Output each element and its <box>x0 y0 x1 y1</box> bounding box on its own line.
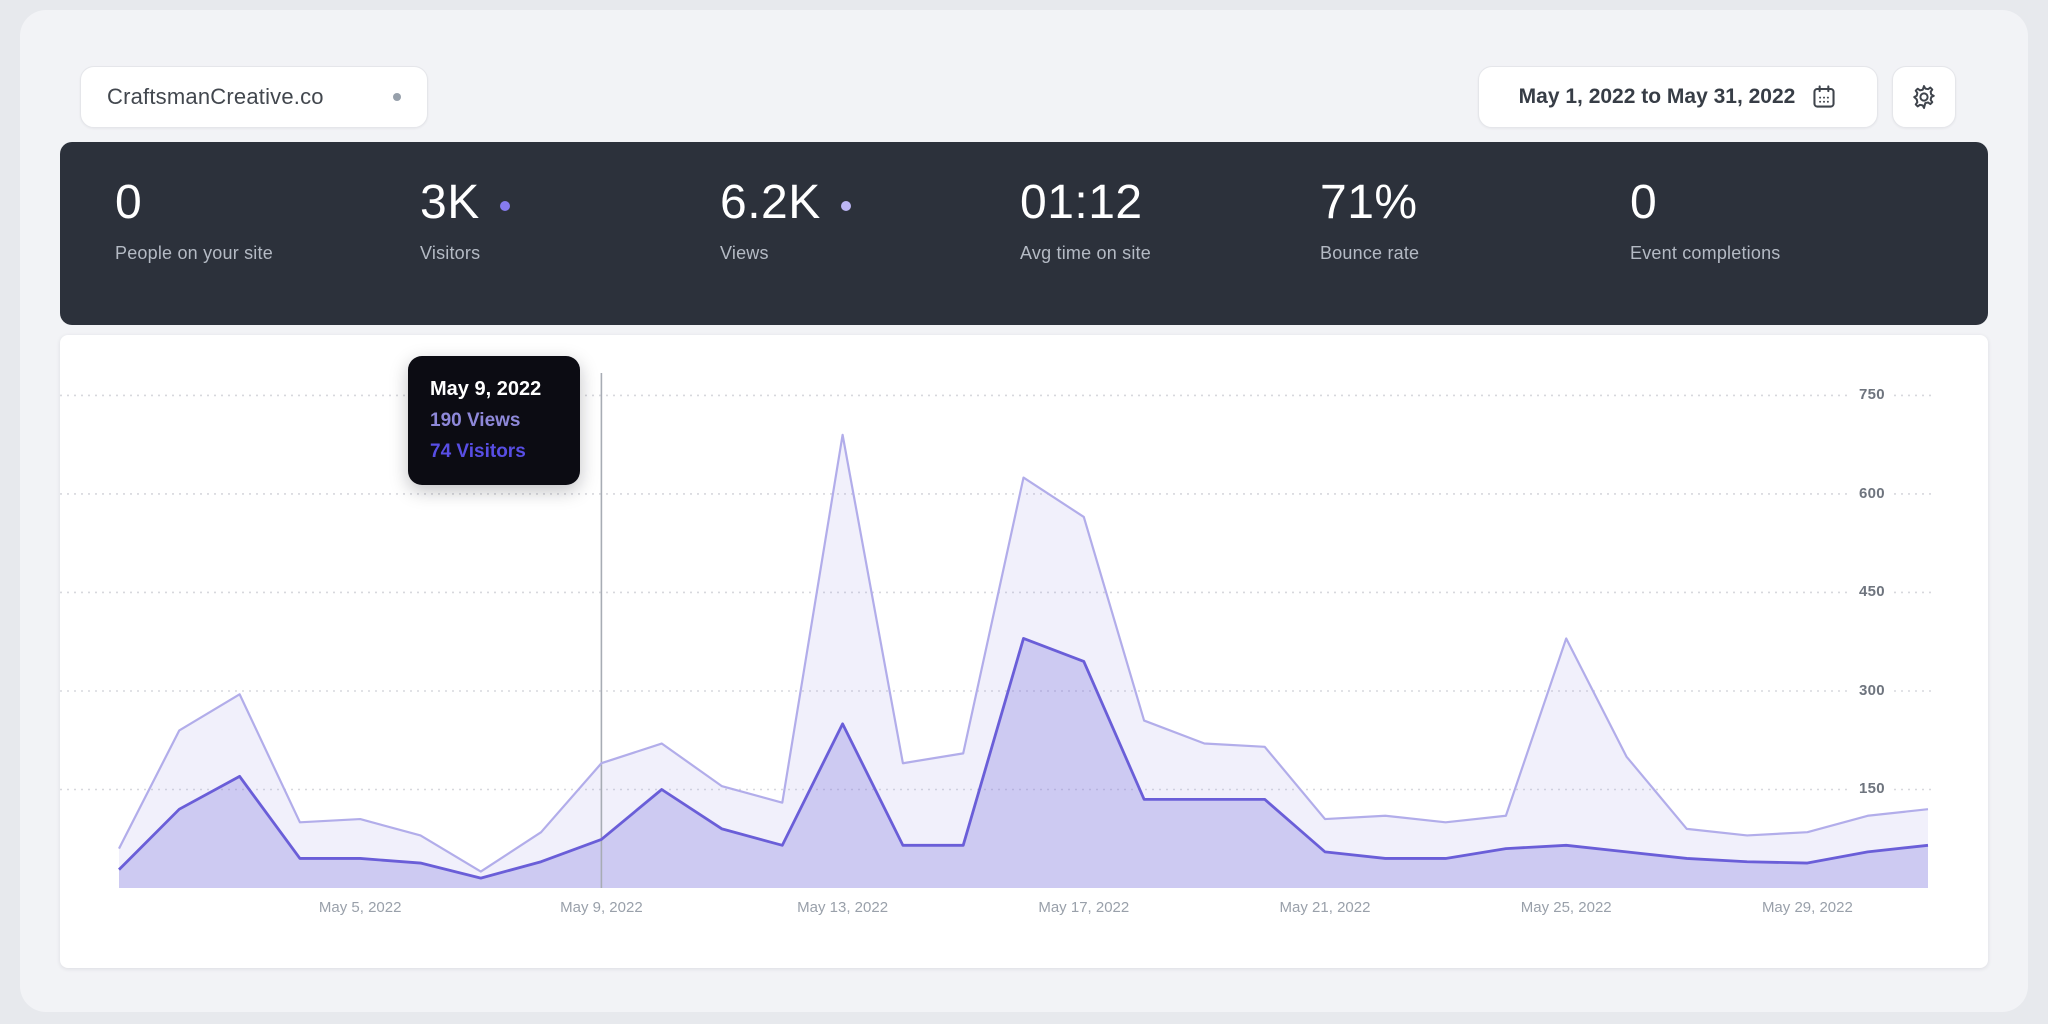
y-axis-tick: 300 <box>1850 682 1894 700</box>
stat-label: Avg time on site <box>1020 242 1151 263</box>
tooltip-visitors: 74 Visitors <box>430 441 526 462</box>
y-axis-tick: 150 <box>1850 780 1894 798</box>
x-axis-tick: May 17, 2022 <box>1038 899 1130 916</box>
views-series-dot-icon <box>840 201 851 212</box>
site-name: CraftsmanCreative.co <box>107 84 324 109</box>
x-axis-tick: May 21, 2022 <box>1279 899 1371 916</box>
dashboard-page: CraftsmanCreative.co May 1, 2022 to May … <box>20 10 2028 1012</box>
area-chart-canvas[interactable] <box>60 335 1988 968</box>
stat-label: Visitors <box>420 242 481 263</box>
date-range-picker[interactable]: May 1, 2022 to May 31, 2022 <box>1478 66 1878 128</box>
stat-avg-time: 01:12 Avg time on site <box>1020 176 1151 264</box>
stat-value: 0 <box>115 176 143 229</box>
stat-bounce-rate: 71% Bounce rate <box>1320 176 1420 264</box>
x-axis-tick: May 5, 2022 <box>318 899 402 916</box>
stat-event-completions: 0 Event completions <box>1630 176 1781 264</box>
stat-value: 3K <box>420 176 480 229</box>
stat-label: Event completions <box>1630 242 1781 263</box>
tooltip-views: 190 Views <box>430 410 521 431</box>
x-axis-tick: May 9, 2022 <box>560 899 643 916</box>
date-range-label: May 1, 2022 to May 31, 2022 <box>1518 85 1796 108</box>
y-axis-tick: 450 <box>1850 583 1894 601</box>
stat-value: 0 <box>1630 176 1658 229</box>
stat-label: Views <box>720 242 769 263</box>
chart-tooltip: May 9, 2022 190 Views 74 Visitors <box>408 356 580 485</box>
site-selector[interactable]: CraftsmanCreative.co <box>80 66 428 128</box>
x-axis-tick: May 13, 2022 <box>797 899 889 916</box>
stat-label: People on your site <box>115 242 273 263</box>
settings-button[interactable] <box>1892 66 1956 128</box>
tooltip-date: May 9, 2022 <box>430 378 542 400</box>
stats-bar: 0 People on your site 3K Visitors 6.2K V… <box>60 142 1988 325</box>
visitors-series-dot-icon <box>499 201 510 212</box>
status-dot-icon <box>393 93 401 101</box>
traffic-chart[interactable]: 150 300 450 600 750 May 5, 2022 May 9, 2022 May… <box>60 335 1988 968</box>
x-axis-tick: May 25, 2022 <box>1520 899 1612 916</box>
stat-visitors: 3K Visitors <box>420 176 510 264</box>
stat-value: 71% <box>1320 176 1418 229</box>
stat-views: 6.2K Views <box>720 176 851 264</box>
y-axis-tick: 600 <box>1850 485 1894 503</box>
x-axis-tick: May 29, 2022 <box>1761 899 1853 916</box>
stat-label: Bounce rate <box>1320 242 1420 263</box>
y-axis-tick: 750 <box>1850 386 1894 404</box>
gear-icon <box>1910 83 1938 111</box>
stat-people-on-site: 0 People on your site <box>115 176 273 264</box>
stat-value: 6.2K <box>720 176 821 229</box>
header: CraftsmanCreative.co May 1, 2022 to May … <box>20 10 2028 142</box>
calendar-icon <box>1811 84 1837 110</box>
stat-value: 01:12 <box>1020 176 1143 229</box>
